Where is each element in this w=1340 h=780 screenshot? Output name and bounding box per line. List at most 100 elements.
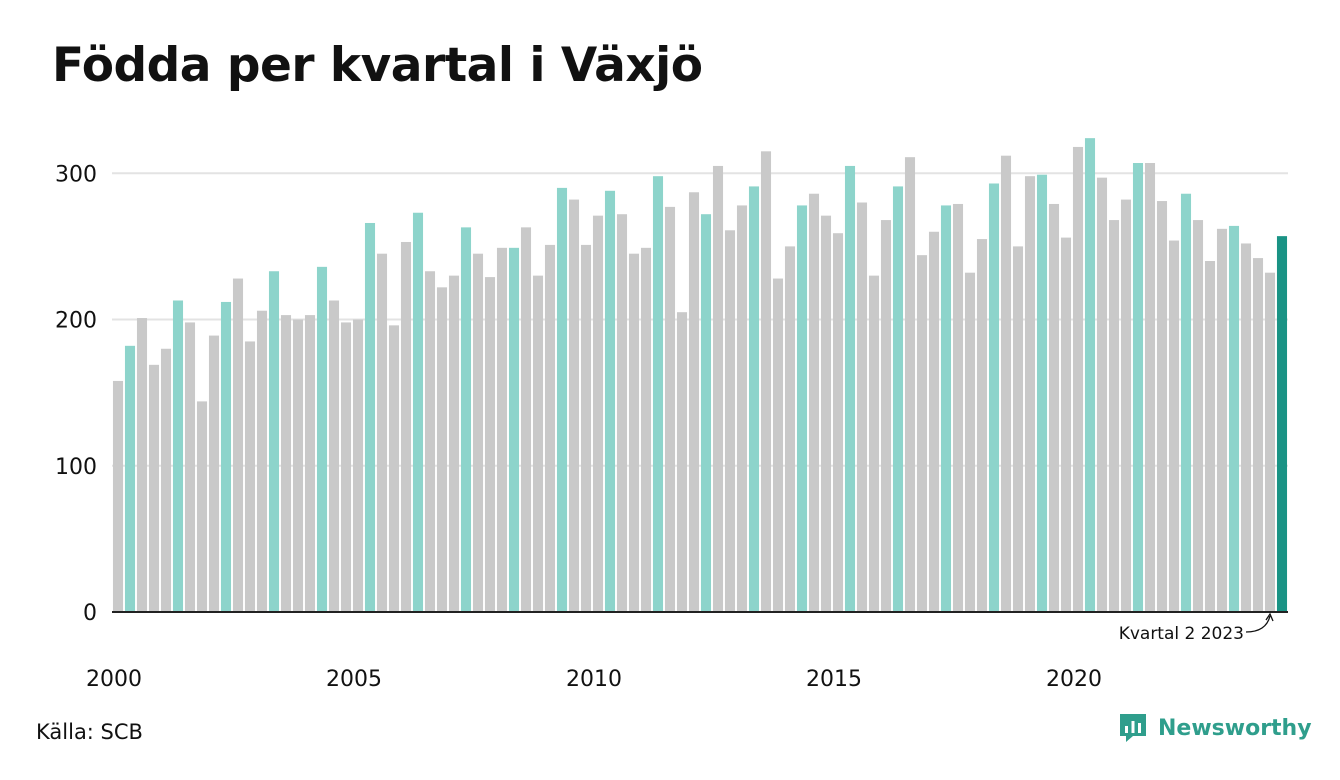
bar: [808, 193, 820, 613]
bar: [1240, 243, 1252, 612]
bar: [160, 348, 172, 612]
bar: [952, 203, 964, 612]
bar: [316, 266, 328, 612]
x-tick-label: 2015: [806, 667, 862, 692]
bar: [820, 215, 832, 612]
bar: [640, 247, 652, 612]
y-tick-label: 200: [55, 309, 97, 334]
bar: [220, 301, 232, 612]
bar: [256, 310, 268, 612]
bar: [856, 202, 868, 612]
bar: [292, 319, 304, 612]
bar: [328, 300, 340, 612]
bar: [844, 165, 856, 612]
bar: [964, 272, 976, 612]
bar: [1180, 193, 1192, 613]
chart-title: Födda per kvartal i Växjö: [52, 38, 703, 93]
bar: [448, 275, 460, 613]
bar: [700, 214, 712, 612]
annotation-arrow: [1245, 615, 1271, 633]
y-tick-label: 0: [83, 601, 97, 626]
annotation-label: Kvartal 2 2023: [1119, 624, 1244, 644]
bar: [1060, 237, 1072, 612]
bar: [1156, 201, 1168, 613]
bar: [472, 253, 484, 612]
y-tick-label: 300: [55, 162, 97, 187]
bar: [604, 190, 616, 613]
newsworthy-logo: Newsworthy: [1118, 712, 1312, 744]
bar: [196, 401, 208, 612]
bar: [1096, 177, 1108, 612]
bar: [388, 325, 400, 612]
bar: [568, 199, 580, 612]
bar: [532, 275, 544, 613]
bar: [928, 231, 940, 612]
bar: [304, 315, 316, 612]
source-label: Källa: SCB: [36, 720, 143, 744]
bar: [520, 227, 532, 613]
bar: [376, 253, 388, 612]
bar: [592, 215, 604, 612]
bar: [1264, 272, 1276, 612]
bar: [1000, 155, 1012, 612]
bar: [424, 271, 436, 612]
bar: [1012, 246, 1024, 613]
bar: [880, 220, 892, 613]
bar: [1144, 163, 1156, 612]
bar: [892, 186, 904, 612]
bar: [736, 205, 748, 612]
bar: [172, 300, 184, 612]
brand-name: Newsworthy: [1158, 715, 1312, 741]
bar: [124, 345, 136, 612]
bar: [412, 212, 424, 613]
bar: [1084, 138, 1096, 612]
bar: [496, 247, 508, 612]
bar: [1276, 236, 1288, 612]
bar: [628, 253, 640, 612]
bar: [1132, 163, 1144, 612]
bar: [760, 151, 772, 612]
bar: [580, 244, 592, 612]
bar: [508, 247, 520, 612]
y-tick-label: 100: [55, 455, 97, 480]
bar: [688, 192, 700, 612]
bar: [1120, 199, 1132, 612]
bar: [556, 187, 568, 613]
bar: [1252, 258, 1264, 612]
bar: [1108, 220, 1120, 613]
bar: [904, 157, 916, 612]
bar: [976, 239, 988, 612]
bar: [724, 230, 736, 613]
bar: [712, 165, 724, 612]
bar: [1228, 225, 1240, 612]
bar: [544, 244, 556, 612]
bar: [748, 186, 760, 612]
bar: [400, 241, 412, 613]
bar: [1204, 261, 1216, 612]
bar: [460, 227, 472, 613]
bar: [784, 246, 796, 613]
bar: [1168, 240, 1180, 612]
bar: [208, 335, 220, 612]
bar: [136, 318, 148, 612]
x-tick-label: 2020: [1046, 667, 1102, 692]
bar: [1024, 176, 1036, 612]
bar: [796, 205, 808, 612]
bar: [1216, 228, 1228, 612]
bar: [616, 214, 628, 612]
annotation-arrowhead: [1265, 612, 1274, 622]
bar: [340, 322, 352, 612]
bar: [244, 341, 256, 612]
bar: [1036, 174, 1048, 612]
bar: [184, 322, 196, 612]
bar: [112, 380, 124, 612]
bar: [436, 287, 448, 612]
bar: [940, 205, 952, 612]
bar: [484, 277, 496, 612]
bar: [364, 222, 376, 613]
bar: [772, 278, 784, 612]
bar: [1192, 220, 1204, 613]
bar: [676, 312, 688, 612]
bar: [1048, 203, 1060, 612]
bar: [268, 271, 280, 612]
